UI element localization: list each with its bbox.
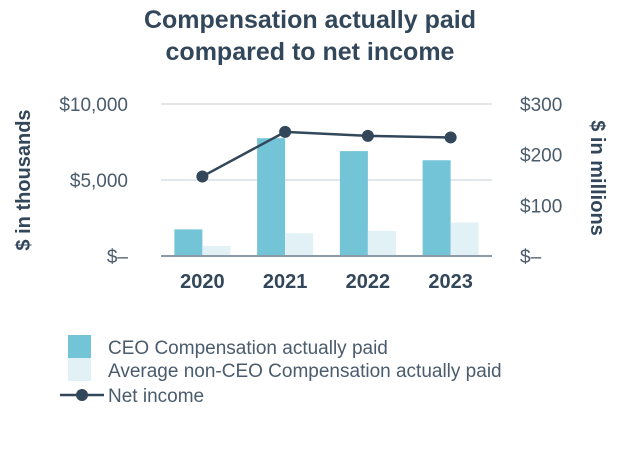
y2-tick-label: $100	[520, 196, 562, 217]
y-tick-label: $5,000	[70, 171, 128, 192]
y-axis-label: $ in thousands	[13, 109, 35, 250]
chart-title-line-1: Compensation actually paid	[144, 6, 476, 34]
net-income-point	[361, 129, 374, 142]
bar-non-ceo	[202, 246, 231, 256]
x-tick-label: 2021	[263, 271, 308, 293]
x-tick-label: 2020	[180, 271, 225, 293]
legend-line-marker	[76, 389, 88, 401]
bar-ceo	[257, 138, 286, 256]
y2-tick-label: $200	[520, 146, 562, 167]
bar-non-ceo	[285, 233, 314, 256]
legend-swatch	[68, 335, 91, 358]
chart-title-line-2: compared to net income	[166, 38, 455, 66]
y2-tick-label: $300	[520, 95, 562, 116]
legend-swatch	[68, 358, 91, 381]
bar-non-ceo	[450, 222, 479, 256]
plot-area: $– $5,000 $10,000 $– $100 $200 $300 2020 2021 202…	[59, 95, 562, 293]
bar-ceo	[339, 151, 368, 256]
bar-ceo	[422, 160, 451, 256]
legend-label: Net income	[108, 386, 204, 407]
net-income-point	[444, 131, 457, 144]
net-income-line	[201, 130, 451, 178]
net-income-point	[279, 125, 292, 138]
bar-non-ceo	[367, 230, 396, 256]
y2-axis-label: $ in millions	[586, 120, 608, 236]
net-income-point	[196, 170, 209, 183]
legend-label: Average non-CEO Compensation actually pa…	[108, 361, 502, 382]
bar-ceo	[174, 229, 203, 256]
y-tick-label: $–	[107, 247, 129, 268]
x-tick-label: 2022	[346, 271, 391, 293]
y-tick-label: $10,000	[59, 95, 128, 116]
legend-label: CEO Compensation actually paid	[108, 338, 388, 359]
x-tick-label: 2023	[428, 271, 473, 293]
y2-tick-label: $–	[520, 247, 542, 268]
